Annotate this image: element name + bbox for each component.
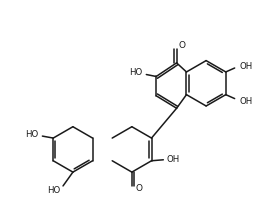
Text: O: O bbox=[135, 184, 142, 193]
Text: O: O bbox=[178, 41, 185, 50]
Text: HO: HO bbox=[129, 68, 142, 77]
Text: OH: OH bbox=[240, 62, 253, 70]
Text: HO: HO bbox=[25, 130, 38, 139]
Text: HO: HO bbox=[48, 186, 61, 195]
Text: OH: OH bbox=[240, 97, 253, 106]
Text: OH: OH bbox=[167, 155, 180, 164]
